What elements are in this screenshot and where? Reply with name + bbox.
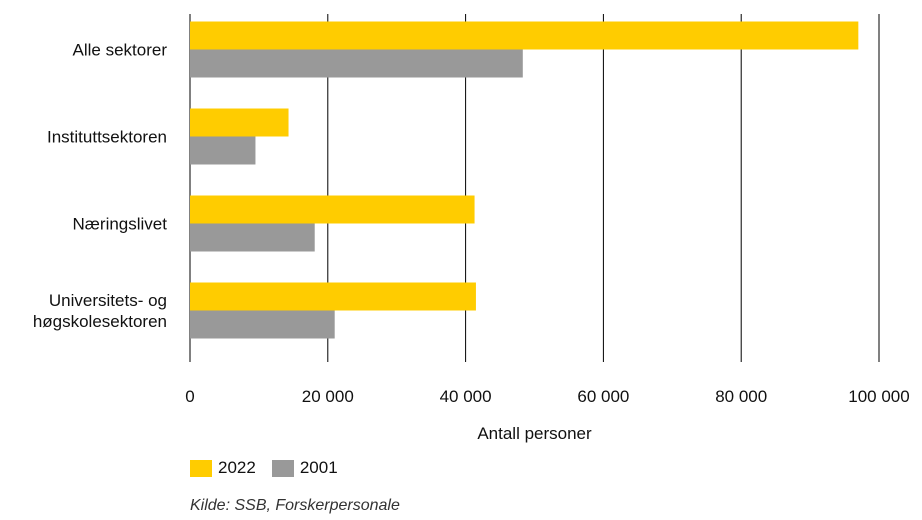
category-label-2: Næringslivet <box>73 215 168 234</box>
bar-2022-3 <box>190 282 476 311</box>
x-tick-label-80000: 80 000 <box>715 387 767 406</box>
bar-2001-0 <box>190 49 523 78</box>
bar-2022-2 <box>190 195 475 224</box>
bar-2001-3 <box>190 310 335 339</box>
bar-2022-1 <box>190 108 289 137</box>
legend-item-2001: 2001 <box>271 458 338 478</box>
legend-swatch-2022 <box>190 459 212 477</box>
bar-chart: Alle sektorer Instituttsektoren Næringsliv… <box>33 14 910 443</box>
source-note: Kilde: SSB, Forskerpersonale <box>190 497 400 514</box>
category-label-3-1: høgskolesektoren <box>33 312 167 331</box>
bar-2022-0 <box>190 21 859 50</box>
x-tick-label-0: 0 <box>185 387 194 406</box>
x-tick-label-60000: 60 000 <box>577 387 629 406</box>
bar-2001-2 <box>190 223 315 252</box>
category-label-0: Alle sektorer <box>73 41 168 60</box>
x-tick-label-20000: 20 000 <box>302 387 354 406</box>
bar-2001-1 <box>190 136 256 165</box>
legend-label-2001: 2001 <box>299 458 338 477</box>
legend-label-2022: 2022 <box>218 458 256 477</box>
legend-swatch-2001 <box>271 459 294 477</box>
legend-item-2022: 2022 <box>190 458 256 478</box>
category-label-3-0: Universitets- og <box>49 291 167 310</box>
legend: 2022 2001 <box>190 458 354 478</box>
x-tick-label-100000: 100 000 <box>848 387 909 406</box>
category-label-1: Instituttsektoren <box>47 128 167 147</box>
x-tick-label-40000: 40 000 <box>440 387 492 406</box>
x-axis-title: Antall personer <box>477 424 592 443</box>
